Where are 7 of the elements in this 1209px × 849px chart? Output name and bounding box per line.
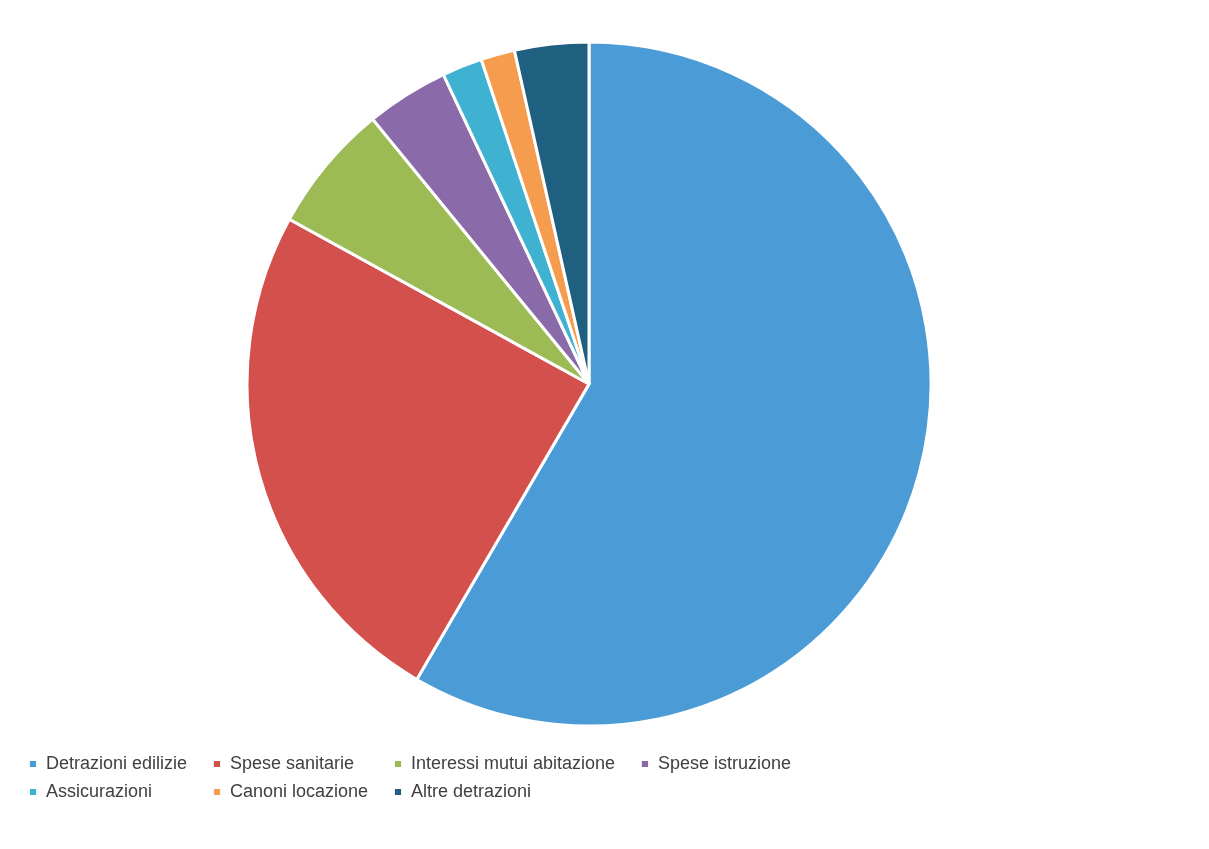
legend-label: Detrazioni edilizie xyxy=(46,753,188,773)
legend-label: Assicurazioni xyxy=(46,781,153,801)
legend-label: Spese istruzione xyxy=(658,753,792,773)
legend-label: Canoni locazione xyxy=(230,781,369,801)
legend-label: Interessi mutui abitazione xyxy=(411,753,616,773)
legend-label: Altre detrazioni xyxy=(411,781,532,801)
legend-label: Spese sanitarie xyxy=(230,753,355,773)
